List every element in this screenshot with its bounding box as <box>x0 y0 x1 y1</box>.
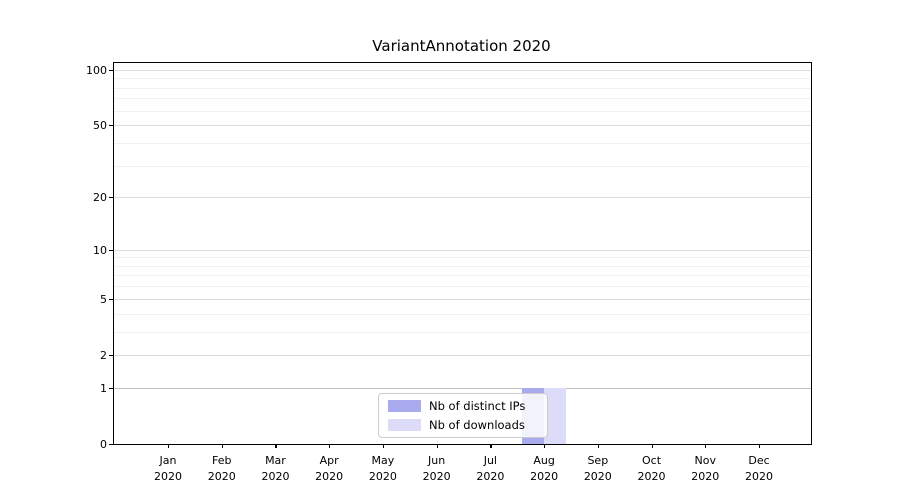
legend-label-distinct-ips: Nb of distinct IPs <box>429 399 526 413</box>
y-tick-label: 0 <box>100 438 107 451</box>
y-tick-label: 100 <box>86 63 107 77</box>
x-tick-label: Mar 2020 <box>261 454 290 483</box>
y-minor-gridline <box>114 286 811 288</box>
y-minor-gridline <box>114 275 811 277</box>
y-gridline <box>114 69 811 71</box>
x-tick-mark <box>759 444 761 448</box>
x-tick-mark <box>490 444 492 448</box>
x-tick-mark <box>544 444 546 448</box>
y-tick-label: 50 <box>93 119 107 133</box>
x-tick-mark <box>705 444 707 448</box>
y-minor-gridline <box>114 78 811 80</box>
y-tick-mark <box>109 444 113 446</box>
y-gridline <box>114 387 811 389</box>
legend: Nb of distinct IPs Nb of downloads <box>378 393 548 438</box>
y-minor-gridline <box>114 165 811 167</box>
legend-item-distinct-ips: Nb of distinct IPs <box>388 399 547 413</box>
y-minor-gridline <box>114 313 811 315</box>
bar-downloads <box>544 387 567 444</box>
y-minor-gridline <box>114 98 811 100</box>
y-minor-gridline <box>114 142 811 144</box>
y-gridline <box>114 354 811 356</box>
x-tick-mark <box>382 444 385 448</box>
x-tick-label: Jan 2020 <box>154 454 182 483</box>
y-tick-label: 20 <box>93 191 107 205</box>
x-tick-mark <box>597 444 599 448</box>
x-tick-label: Jun 2020 <box>422 454 451 483</box>
x-tick-label: Oct 2020 <box>637 454 666 483</box>
y-tick-mark <box>109 197 113 199</box>
y-gridline <box>114 197 811 199</box>
x-tick-label: Jul 2020 <box>476 454 505 483</box>
y-tick-mark <box>109 69 113 72</box>
x-tick-mark <box>275 444 277 448</box>
y-gridline <box>114 249 811 251</box>
y-tick-mark <box>109 354 113 357</box>
legend-swatch-distinct-ips <box>388 400 421 412</box>
y-minor-gridline <box>114 87 811 89</box>
plot-area: 0 1 2 5 10 20 50 100 Jan 2020 Feb 2020 Mar 2020 Apr… <box>86 62 812 483</box>
y-tick-mark <box>109 125 113 127</box>
x-tick-mark <box>436 444 438 448</box>
y-tick-label: 5 <box>100 292 107 306</box>
y-minor-gridline <box>114 265 811 267</box>
y-tick-mark <box>109 249 113 251</box>
x-tick-label: Feb 2020 <box>207 454 236 483</box>
x-tick-label: Sep 2020 <box>583 454 612 483</box>
x-tick-label: Dec 2020 <box>745 454 773 483</box>
y-minor-gridline <box>114 257 811 259</box>
legend-swatch-downloads <box>388 419 421 431</box>
y-gridline <box>114 298 811 300</box>
y-tick-mark <box>109 298 113 300</box>
x-tick-mark <box>168 444 170 448</box>
y-tick-mark <box>109 387 113 389</box>
legend-item-downloads: Nb of downloads <box>388 418 547 432</box>
x-tick-label: Aug 2020 <box>530 454 559 483</box>
y-tick-label: 2 <box>100 348 107 362</box>
y-tick-label: 10 <box>93 243 107 257</box>
x-tick-mark <box>651 444 653 448</box>
y-gridline <box>114 125 811 127</box>
legend-label-downloads: Nb of downloads <box>429 418 525 432</box>
x-tick-label: Nov 2020 <box>691 454 720 483</box>
y-tick-label: 1 <box>100 381 107 395</box>
chart-title: VariantAnnotation 2020 <box>372 37 551 55</box>
y-minor-gridline <box>114 110 811 112</box>
x-tick-label: Apr 2020 <box>315 454 344 483</box>
x-tick-label: May 2020 <box>368 454 397 483</box>
y-minor-gridline <box>114 331 811 333</box>
x-tick-mark <box>329 444 331 448</box>
x-tick-mark <box>221 444 223 448</box>
